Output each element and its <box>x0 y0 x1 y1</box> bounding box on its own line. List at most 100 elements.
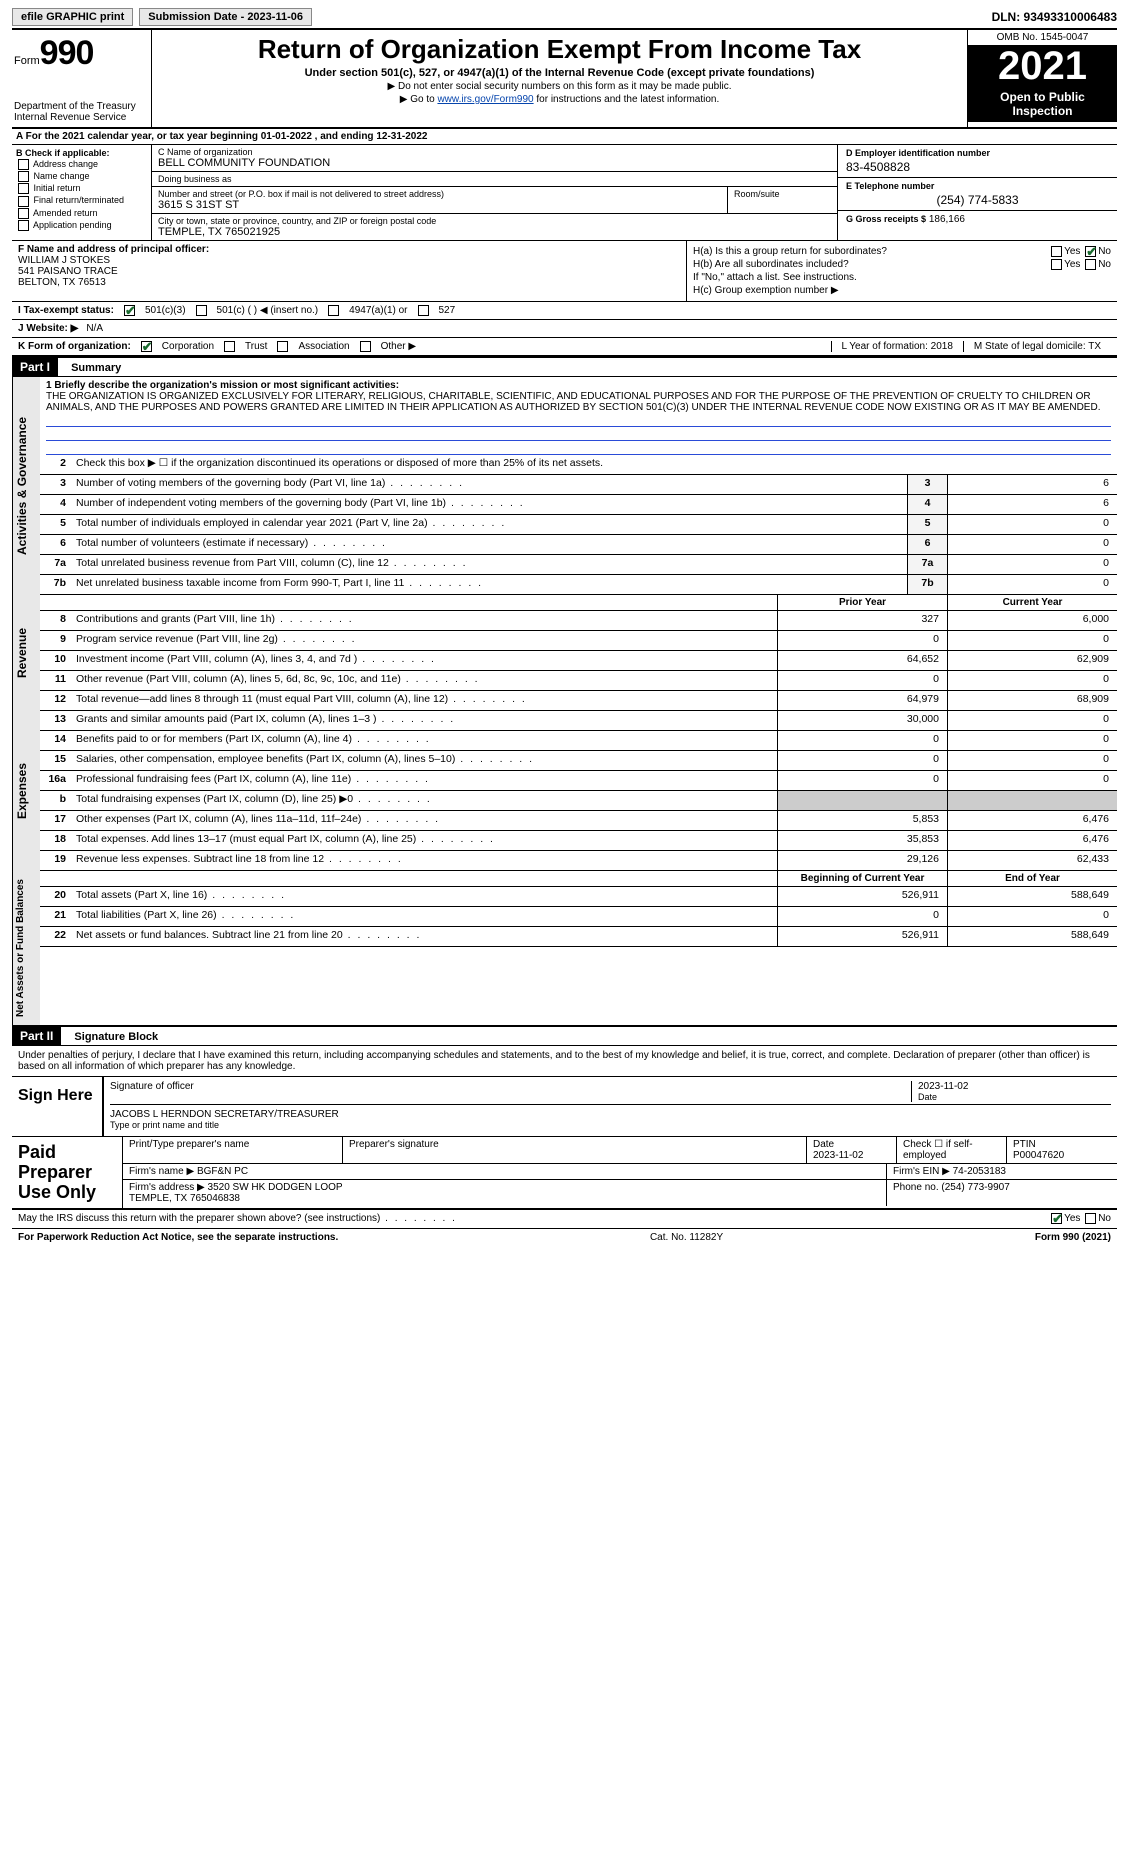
dln: DLN: 93493310006483 <box>992 10 1117 24</box>
net-assets-section: Net Assets or Fund Balances Beginning of… <box>12 871 1117 1025</box>
line-19: 19 Revenue less expenses. Subtract line … <box>40 851 1117 871</box>
cb-final-return[interactable]: Final return/terminated <box>16 195 147 206</box>
rule1 <box>46 413 1111 427</box>
rule2 <box>46 427 1111 441</box>
hb-label: H(b) Are all subordinates included? <box>693 259 849 270</box>
firm-phone: (254) 773-9907 <box>941 1182 1009 1193</box>
k-label: K Form of organization: <box>18 341 131 352</box>
line-10: 10 Investment income (Part VIII, column … <box>40 651 1117 671</box>
hb-yes[interactable] <box>1051 259 1062 270</box>
status-label: I Tax-exempt status: <box>18 305 114 316</box>
cb-4947[interactable] <box>328 305 339 316</box>
line-14: 14 Benefits paid to or for members (Part… <box>40 731 1117 751</box>
form-id: Form 990 (2021) <box>1035 1232 1111 1243</box>
fgh-block: F Name and address of principal officer:… <box>12 241 1117 302</box>
cat-no: Cat. No. 11282Y <box>650 1232 723 1243</box>
sig-date-label: Date <box>918 1092 1111 1102</box>
line-b: b Total fundraising expenses (Part IX, c… <box>40 791 1117 811</box>
line-21: 21 Total liabilities (Part X, line 26) 0… <box>40 907 1117 927</box>
gross-label: G Gross receipts $ <box>846 214 926 224</box>
status-row: I Tax-exempt status: 501(c)(3) 501(c) ( … <box>12 302 1117 320</box>
hc-label: H(c) Group exemption number ▶ <box>693 285 1111 296</box>
lbl-501c: 501(c) ( ) ◀ (insert no.) <box>217 305 319 316</box>
firm-name: BGF&N PC <box>197 1166 248 1177</box>
submission-date-button[interactable]: Submission Date - 2023-11-06 <box>139 8 312 26</box>
footer: For Paperwork Reduction Act Notice, see … <box>12 1229 1117 1246</box>
cb-501c3[interactable] <box>124 305 135 316</box>
irs-link[interactable]: www.irs.gov/Form990 <box>437 94 533 105</box>
line-6: 6 Total number of volunteers (estimate i… <box>40 535 1117 555</box>
hdr-prior-year: Prior Year <box>777 595 947 610</box>
part2-title: Signature Block <box>64 1031 158 1043</box>
ein-label: D Employer identification number <box>846 148 1109 158</box>
prep-h2: Date <box>813 1139 834 1150</box>
line-7a: 7a Total unrelated business revenue from… <box>40 555 1117 575</box>
form-title: Return of Organization Exempt From Incom… <box>160 34 959 65</box>
cb-app-pending[interactable]: Application pending <box>16 220 147 231</box>
line-7b: 7b Net unrelated business taxable income… <box>40 575 1117 595</box>
lbl-assoc: Association <box>298 341 349 352</box>
open-inspection: Open to Public Inspection <box>968 86 1117 122</box>
note-pre: ▶ Go to <box>400 94 438 105</box>
line-22: 22 Net assets or fund balances. Subtract… <box>40 927 1117 947</box>
form-subtitle: Under section 501(c), 527, or 4947(a)(1)… <box>160 67 959 79</box>
part2-header: Part II Signature Block <box>12 1025 1117 1046</box>
tax-year: 2021 <box>968 46 1117 86</box>
topbar: efile GRAPHIC print Submission Date - 20… <box>12 8 1117 30</box>
vlabel-na: Net Assets or Fund Balances <box>12 871 40 1025</box>
vlabel-gov: Activities & Governance <box>12 377 40 595</box>
ein: 83-4508828 <box>846 160 1109 174</box>
ha-no[interactable] <box>1085 246 1096 257</box>
box-b-title: B Check if applicable: <box>16 148 147 158</box>
form-990-page: efile GRAPHIC print Submission Date - 20… <box>0 0 1129 1254</box>
line-18: 18 Total expenses. Add lines 13–17 (must… <box>40 831 1117 851</box>
cb-other[interactable] <box>360 341 371 352</box>
mission-block: 1 Briefly describe the organization's mi… <box>40 377 1117 455</box>
line-17: 17 Other expenses (Part IX, column (A), … <box>40 811 1117 831</box>
part1-label: Part I <box>12 358 58 376</box>
cb-name-change[interactable]: Name change <box>16 171 147 182</box>
ha-yes[interactable] <box>1051 246 1062 257</box>
line-5: 5 Total number of individuals employed i… <box>40 515 1117 535</box>
website-label: J Website: ▶ <box>18 323 78 334</box>
hdr-boy: Beginning of Current Year <box>777 871 947 886</box>
sig-name: JACOBS L HERNDON SECRETARY/TREASURER <box>110 1109 1111 1120</box>
revenue-section: Revenue Prior Year Current Year 8 Contri… <box>12 595 1117 711</box>
cb-trust[interactable] <box>224 341 235 352</box>
cb-address-change[interactable]: Address change <box>16 159 147 170</box>
part1-title: Summary <box>61 362 121 374</box>
officer-addr1: 541 PAISANO TRACE <box>18 266 680 277</box>
cb-initial-return[interactable]: Initial return <box>16 183 147 194</box>
phone: (254) 774-5833 <box>846 193 1109 207</box>
discuss-yes[interactable] <box>1051 1213 1062 1224</box>
cb-amended[interactable]: Amended return <box>16 208 147 219</box>
cb-501c[interactable] <box>196 305 207 316</box>
line-15: 15 Salaries, other compensation, employe… <box>40 751 1117 771</box>
line-8: 8 Contributions and grants (Part VIII, l… <box>40 611 1117 631</box>
discuss-q: May the IRS discuss this return with the… <box>18 1213 457 1224</box>
firm-name-lbl: Firm's name ▶ <box>129 1166 194 1177</box>
hb-no[interactable] <box>1085 259 1096 270</box>
header-left: Form990 Department of the Treasury Inter… <box>12 30 152 127</box>
discuss-no[interactable] <box>1085 1213 1096 1224</box>
room-label: Room/suite <box>734 189 831 199</box>
cb-assoc[interactable] <box>277 341 288 352</box>
firm-ein: 74-2053183 <box>953 1166 1006 1177</box>
header-right: OMB No. 1545-0047 2021 Open to Public In… <box>967 30 1117 127</box>
cb-corp[interactable] <box>141 341 152 352</box>
header-mid: Return of Organization Exempt From Incom… <box>152 30 967 127</box>
row-a: A For the 2021 calendar year, or tax yea… <box>12 129 1117 145</box>
firm-addr-lbl: Firm's address ▶ <box>129 1182 205 1193</box>
efile-print-button[interactable]: efile GRAPHIC print <box>12 8 133 26</box>
officer-name: WILLIAM J STOKES <box>18 255 680 266</box>
lbl-no: No <box>1098 1214 1111 1225</box>
cb-527[interactable] <box>418 305 429 316</box>
dba-label: Doing business as <box>158 174 831 184</box>
line2-desc: Check this box ▶ ☐ if the organization d… <box>70 455 1117 474</box>
na-col-hdr: Beginning of Current Year End of Year <box>40 871 1117 887</box>
lbl-trust: Trust <box>245 341 267 352</box>
rev-col-hdr: Prior Year Current Year <box>40 595 1117 611</box>
officer-label: F Name and address of principal officer: <box>18 244 680 255</box>
hdr-current-year: Current Year <box>947 595 1117 610</box>
note-post: for instructions and the latest informat… <box>534 94 720 105</box>
